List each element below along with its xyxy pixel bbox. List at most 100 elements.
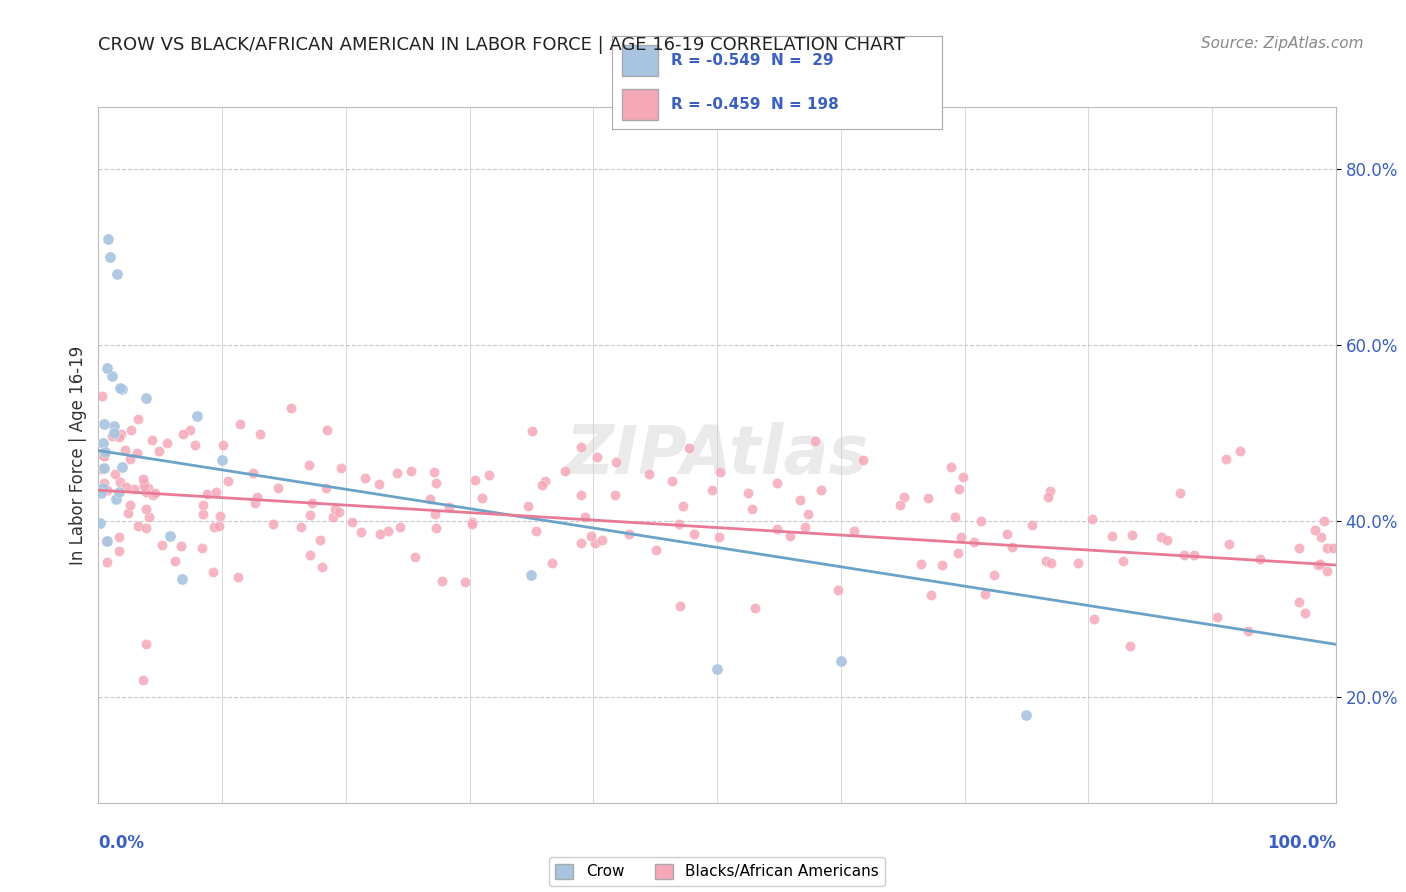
Point: [267, 481, 290, 495]
Point: [920, 588, 942, 602]
Point: [399, 464, 422, 478]
Point: [974, 587, 997, 601]
Point: [93, 460, 115, 475]
Point: [948, 482, 970, 496]
Legend: Crow, Blacks/African Americans: Crow, Blacks/African Americans: [548, 857, 886, 886]
Point: [132, 471, 155, 485]
Point: [586, 450, 609, 464]
Point: [569, 441, 592, 455]
Point: [941, 459, 963, 474]
Point: [96, 554, 118, 568]
FancyBboxPatch shape: [621, 89, 658, 120]
Point: [315, 423, 337, 437]
Point: [423, 507, 446, 521]
Point: [96, 534, 118, 549]
Point: [135, 637, 157, 651]
Point: [522, 424, 544, 438]
Point: [419, 491, 441, 506]
Point: [852, 453, 875, 467]
Point: [108, 544, 131, 558]
Point: [1035, 554, 1057, 568]
Point: [322, 509, 344, 524]
Point: [1039, 556, 1062, 570]
Point: [96, 361, 118, 376]
Point: [108, 475, 131, 490]
Point: [1150, 530, 1173, 544]
Point: [96, 483, 118, 498]
Point: [1101, 529, 1123, 543]
Point: [122, 482, 145, 496]
Point: [93, 417, 115, 432]
Point: [90, 486, 112, 500]
Point: [96, 533, 118, 548]
Point: [461, 516, 484, 531]
Point: [1237, 624, 1260, 639]
Point: [591, 533, 613, 547]
Point: [340, 515, 363, 529]
Point: [1288, 595, 1310, 609]
Point: [163, 554, 186, 568]
Point: [583, 536, 606, 550]
Point: [315, 481, 337, 495]
Point: [737, 485, 759, 500]
Point: [135, 502, 157, 516]
Point: [1288, 541, 1310, 555]
Point: [516, 500, 538, 514]
Point: [208, 519, 231, 533]
Point: [709, 465, 731, 479]
Point: [135, 521, 157, 535]
Point: [89, 516, 111, 530]
Point: [464, 473, 486, 487]
Point: [228, 417, 250, 431]
Point: [579, 529, 602, 543]
Point: [1156, 533, 1178, 547]
Point: [1316, 541, 1339, 556]
Point: [948, 546, 970, 560]
Point: [1316, 564, 1339, 578]
Point: [93, 476, 115, 491]
Point: [1039, 483, 1062, 498]
Point: [796, 508, 818, 522]
Point: [249, 426, 271, 441]
Text: CROW VS BLACK/AFRICAN AMERICAN IN LABOR FORCE | AGE 16-19 CORRELATION CHART: CROW VS BLACK/AFRICAN AMERICAN IN LABOR …: [98, 36, 905, 54]
Point: [1173, 549, 1195, 563]
Point: [184, 438, 207, 452]
Point: [262, 517, 284, 532]
Point: [148, 444, 170, 458]
Point: [107, 530, 129, 544]
Point: [329, 461, 352, 475]
Point: [110, 427, 132, 442]
Point: [569, 487, 592, 501]
Point: [143, 485, 166, 500]
Point: [1081, 512, 1104, 526]
Point: [1119, 639, 1142, 653]
Point: [423, 465, 446, 479]
Point: [90, 389, 112, 403]
Y-axis label: In Labor Force | Age 16-19: In Labor Force | Age 16-19: [69, 345, 87, 565]
Point: [132, 475, 155, 490]
Point: [98, 250, 121, 264]
Point: [311, 559, 333, 574]
Point: [983, 567, 1005, 582]
Point: [706, 662, 728, 676]
Point: [1313, 515, 1336, 529]
Point: [100, 429, 122, 443]
Point: [108, 485, 131, 500]
Point: [243, 496, 266, 510]
Point: [744, 601, 766, 615]
Text: ZIPAtlas: ZIPAtlas: [565, 422, 869, 488]
Text: R = -0.549  N =  29: R = -0.549 N = 29: [671, 54, 834, 69]
Point: [533, 474, 555, 488]
Point: [299, 508, 322, 522]
Point: [810, 483, 832, 498]
Point: [943, 509, 966, 524]
Point: [430, 574, 453, 588]
Point: [202, 520, 225, 534]
Point: [1303, 523, 1326, 537]
Point: [242, 467, 264, 481]
Point: [1038, 490, 1060, 504]
Point: [1001, 540, 1024, 554]
Point: [678, 441, 700, 455]
Point: [290, 519, 312, 533]
Point: [741, 501, 763, 516]
